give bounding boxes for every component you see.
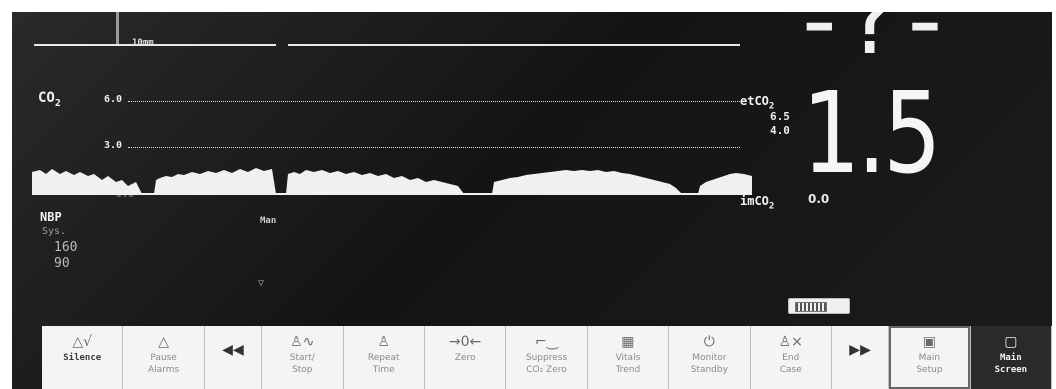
start-stop-label: Start/ Stop [289, 353, 315, 375]
suppress-co2-zero-label: Suppress CO₂ Zero [525, 353, 568, 375]
setup-icon: ▣ [922, 334, 937, 350]
monitor-standby-label: Monitor Standby [690, 353, 728, 375]
main-screen-label: Main Screen [994, 353, 1028, 375]
start-stop-button[interactable]: ♙∿ Start/ Stop [262, 326, 344, 389]
zero-arrows-icon: →0← [448, 334, 482, 350]
waveform-icon: ⌐‿ [535, 334, 558, 350]
co2-wave-label: CO2 [38, 90, 61, 109]
forward-button[interactable]: ▶▶ [832, 326, 890, 389]
nbp-dia-value: 90 [54, 256, 70, 271]
gridline-high [128, 101, 740, 102]
imco2-label: imCO2 [740, 194, 775, 212]
bell-check-icon: △√ [72, 334, 93, 350]
forward-icon: ▶▶ [849, 342, 871, 358]
wifi-icon: ▽ [258, 278, 265, 289]
gridline-label-high: 6.0 [104, 94, 123, 105]
main-setup-button[interactable]: ▣ Main Setup [889, 326, 971, 389]
gridline-label-mid: 3.0 [104, 140, 123, 151]
nbp-sys-value: 160 [54, 240, 78, 255]
zero-button[interactable]: →0← Zero [425, 326, 507, 389]
wave-scale-label: 10mm [132, 38, 154, 48]
alarm-triangle-icon: △ [158, 334, 169, 350]
imco2-value: 0.0 [808, 192, 830, 206]
main-screen-button[interactable]: ▢ Main Screen [970, 326, 1052, 389]
nbp-sys-label: Sys. [42, 226, 67, 237]
rewind-button[interactable]: ◀◀ [205, 326, 263, 389]
etco2-value: 1.5 [802, 69, 942, 199]
etco2-label: etCO2 [740, 94, 775, 112]
person-icon: ♙ [377, 334, 390, 350]
monitor-standby-button[interactable]: ⏻ Monitor Standby [669, 326, 751, 389]
screen-icon: ▢ [1004, 334, 1018, 350]
silence-label: Silence [63, 353, 102, 363]
power-icon: ⏻ [703, 334, 715, 350]
repeat-time-label: Repeat Time [367, 353, 400, 375]
grid-icon: ▦ [621, 334, 635, 350]
nbp-label: NBP [40, 210, 62, 224]
co2-waveform [32, 168, 752, 195]
zero-label: Zero [454, 353, 476, 363]
silence-button[interactable]: △√ Silence [42, 326, 124, 389]
gridline-mid [128, 147, 740, 148]
etco2-alarm-high: 6.5 [770, 110, 790, 123]
monitor-screen: 10mm -?- CO2 6.0 3.0 0.0 etCO2 6.5 4.0 1… [12, 12, 1052, 389]
end-case-label: End Case [779, 353, 802, 375]
rewind-icon: ◀◀ [222, 342, 244, 358]
top-divider-left [34, 44, 276, 46]
vitals-trend-button[interactable]: ▦ Vitals Trend [588, 326, 670, 389]
etco2-alarm-low: 4.0 [770, 124, 790, 137]
battery-icon [788, 298, 850, 314]
top-parameter-value: -?- [802, 12, 953, 76]
end-case-button[interactable]: ♙× End Case [751, 326, 832, 389]
vitals-trend-label: Vitals Trend [615, 353, 641, 375]
person-x-icon: ♙× [778, 334, 803, 350]
nbp-mode: Man [260, 216, 277, 226]
marker-tick [116, 12, 119, 44]
softkey-bar: △√ Silence △ Pause Alarms ◀◀ ♙∿ Start/ S… [42, 326, 1052, 389]
pause-alarms-label: Pause Alarms [148, 353, 180, 375]
pause-alarms-button[interactable]: △ Pause Alarms [123, 326, 205, 389]
main-setup-label: Main Setup [916, 353, 943, 375]
top-divider-right [288, 44, 740, 46]
person-icon: ♙∿ [290, 334, 315, 350]
repeat-time-button[interactable]: ♙ Repeat Time [344, 326, 425, 389]
suppress-co2-zero-button[interactable]: ⌐‿ Suppress CO₂ Zero [506, 326, 588, 389]
